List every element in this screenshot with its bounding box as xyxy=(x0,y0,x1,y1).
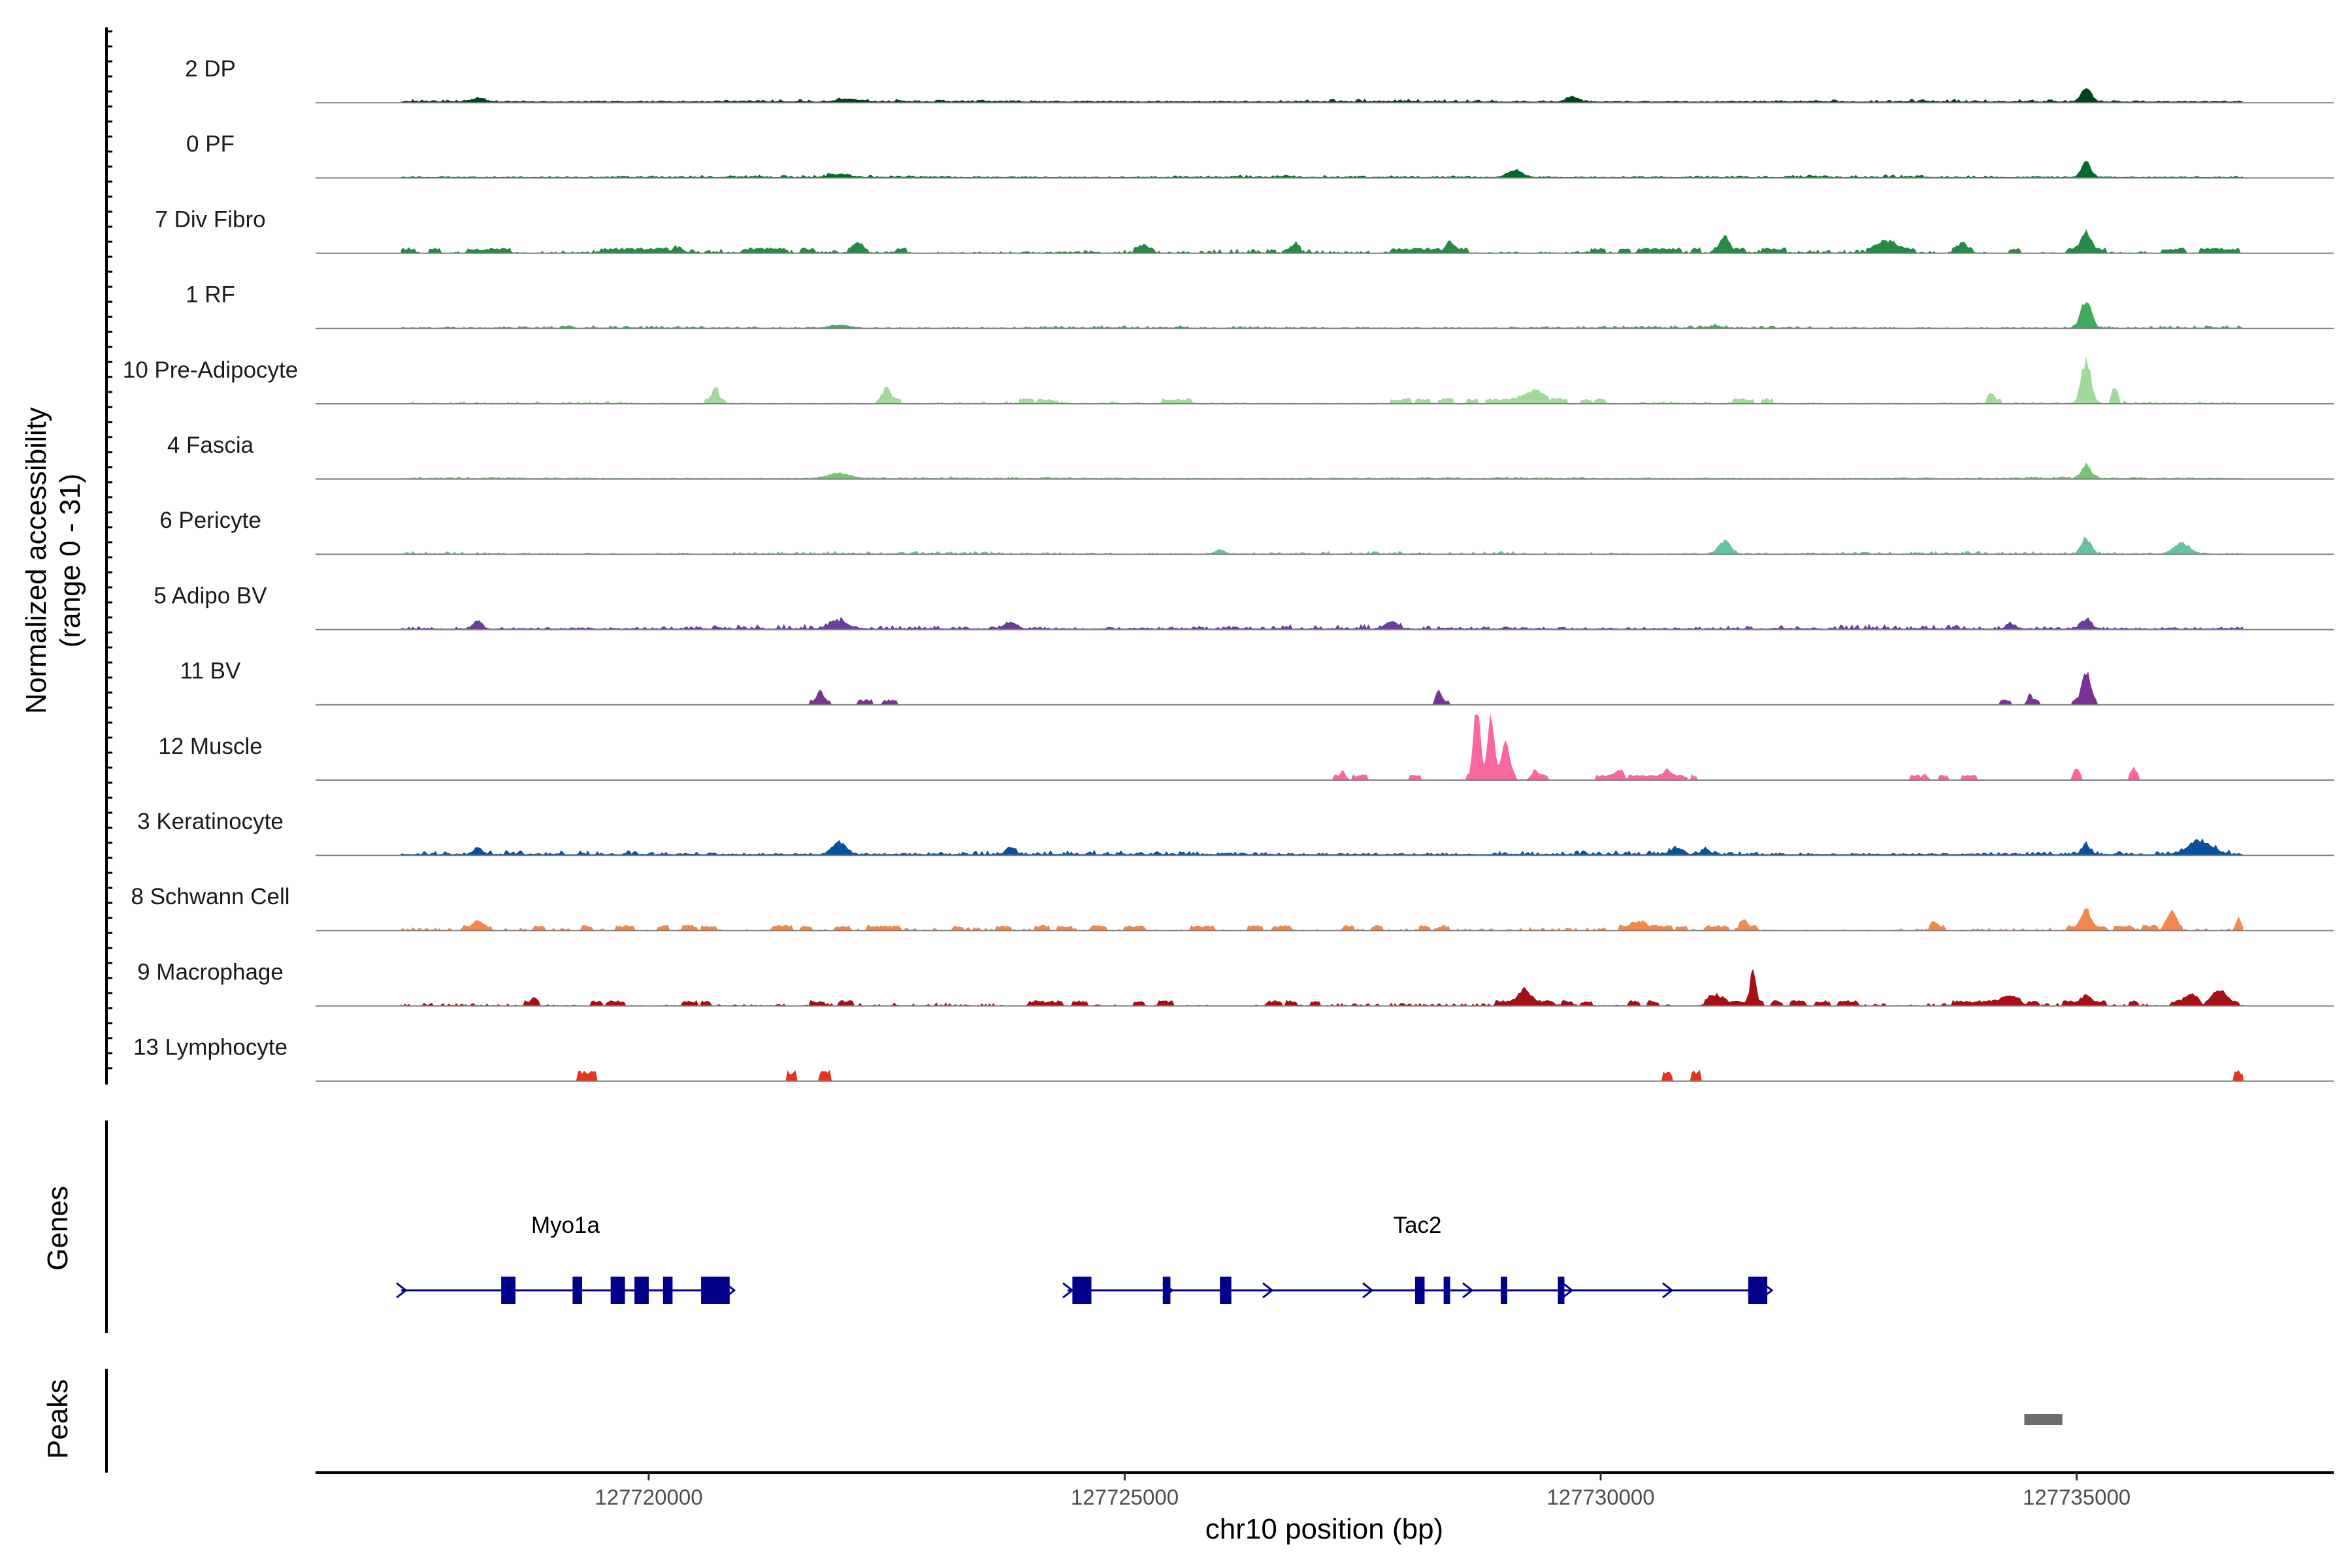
track-4-fascia: 4 Fascia xyxy=(167,433,2334,480)
track-1-rf: 1 RF xyxy=(186,282,2334,329)
gene-myo1a: Myo1a xyxy=(396,1213,736,1304)
exon xyxy=(610,1277,625,1304)
track-label: 2 DP xyxy=(185,56,236,82)
coverage-area xyxy=(400,462,2244,480)
exon xyxy=(1414,1277,1425,1304)
gene-tac2: Tac2 xyxy=(1062,1213,1774,1304)
track-7-div-fibro: 7 Div Fibro xyxy=(155,206,2334,254)
strand-arrow xyxy=(1262,1282,1274,1299)
exon xyxy=(572,1277,582,1304)
peaks-track xyxy=(2024,1414,2063,1425)
track-label: 3 Keratinocyte xyxy=(137,809,284,834)
coverage-area xyxy=(400,908,2244,932)
strand-arrow xyxy=(1062,1282,1074,1299)
strand-arrow xyxy=(1562,1282,1574,1299)
track-label: 5 Adipo BV xyxy=(154,583,267,608)
coverage-area xyxy=(400,616,2244,630)
exon xyxy=(1501,1277,1508,1304)
gene-label: Myo1a xyxy=(531,1213,600,1238)
coverage-area xyxy=(400,968,2244,1007)
coverage-area xyxy=(400,161,2244,178)
exon xyxy=(1162,1277,1171,1304)
x-axis-ticks: 127720000 127725000 127730000 127735000 xyxy=(595,1473,2131,1509)
genes-panel-label: Genes xyxy=(42,1186,74,1271)
track-3-keratinocyte: 3 Keratinocyte xyxy=(137,809,2334,857)
track-8-schwann-cell: 8 Schwann Cell xyxy=(131,884,2334,932)
coverage-area xyxy=(401,672,2244,706)
exon xyxy=(1558,1277,1565,1304)
strand-arrow xyxy=(396,1282,408,1299)
track-5-adipo-bv: 5 Adipo BV xyxy=(154,583,2334,630)
coverage-area xyxy=(401,1070,2244,1082)
gene-label: Tac2 xyxy=(1394,1213,1442,1238)
exon xyxy=(1443,1277,1450,1304)
track-6-pericyte: 6 Pericyte xyxy=(159,508,2334,555)
exon xyxy=(662,1277,673,1304)
x-tick-label: 127720000 xyxy=(595,1485,702,1509)
y-axis-title-line1: Normalized accessibility xyxy=(20,407,52,713)
track-13-lymphocyte: 13 Lymphocyte xyxy=(133,1035,2334,1082)
x-tick-label: 127730000 xyxy=(1546,1485,1654,1509)
track-label: 10 Pre-Adipocyte xyxy=(123,357,298,383)
peaks-panel-label: Peaks xyxy=(42,1379,74,1459)
track-10-pre-adipocyte: 10 Pre-Adipocyte xyxy=(123,357,2334,404)
track-label: 13 Lymphocyte xyxy=(133,1035,287,1060)
track-0-pf: 0 PF xyxy=(186,131,2334,179)
strand-arrow xyxy=(1462,1282,1474,1299)
exon xyxy=(634,1277,649,1304)
x-tick-label: 127735000 xyxy=(2023,1485,2131,1509)
track-2-dp: 2 DP xyxy=(185,56,2334,104)
genes-track: Myo1a Tac2 xyxy=(396,1213,1774,1304)
coverage-area xyxy=(400,229,2244,254)
coverage-area xyxy=(400,302,2244,329)
track-label: 12 Muscle xyxy=(158,734,263,759)
coverage-tracks: 2 DP 0 PF 7 Div Fibro 1 RF 10 Pre-Adipocyte 4… xyxy=(123,56,2334,1082)
y-axis-title-line2: (range 0 - 31) xyxy=(54,474,86,648)
coverage-area xyxy=(400,357,2244,404)
track-label: 4 Fascia xyxy=(167,433,254,458)
track-11-bv: 11 BV xyxy=(180,659,2334,706)
strand-arrow xyxy=(1362,1282,1374,1299)
y-axis-title: Normalized accessibility (range 0 - 31) xyxy=(20,407,86,713)
track-label: 11 BV xyxy=(180,659,241,684)
coverage-area xyxy=(400,838,2244,856)
track-9-macrophage: 9 Macrophage xyxy=(137,959,2334,1007)
track-label: 9 Macrophage xyxy=(137,959,284,985)
exon xyxy=(1220,1277,1232,1304)
track-label: 8 Schwann Cell xyxy=(131,884,289,909)
x-axis-title: chr10 position (bp) xyxy=(1205,1513,1443,1545)
exon xyxy=(1748,1277,1768,1304)
coverage-area xyxy=(401,714,2244,781)
track-12-muscle: 12 Muscle xyxy=(158,714,2334,781)
exon xyxy=(701,1277,730,1304)
coverage-area xyxy=(400,88,2244,103)
track-label: 7 Div Fibro xyxy=(155,206,265,232)
peak-region xyxy=(2024,1414,2063,1425)
strand-arrow xyxy=(1662,1282,1674,1299)
track-label: 0 PF xyxy=(186,131,235,157)
coverage-area xyxy=(400,536,2244,555)
exon xyxy=(1072,1277,1092,1304)
track-label: 1 RF xyxy=(186,282,235,308)
track-label: 6 Pericyte xyxy=(159,508,261,533)
x-tick-label: 127725000 xyxy=(1071,1485,1179,1509)
exon xyxy=(501,1277,515,1304)
coverage-y-ticks xyxy=(106,30,112,1070)
